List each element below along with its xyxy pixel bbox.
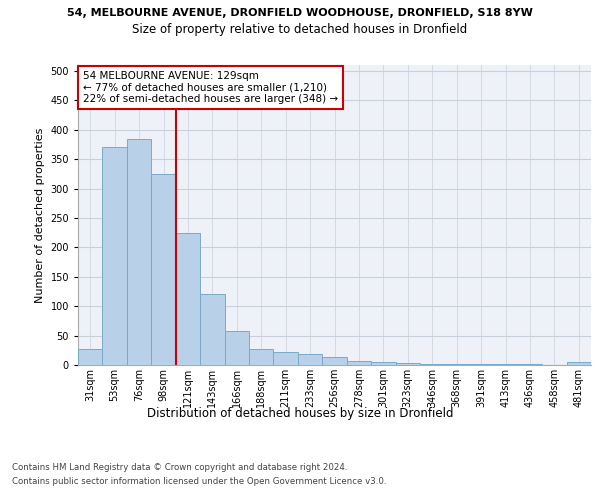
Bar	[566, 362, 591, 365]
Bar	[347, 361, 371, 365]
Bar	[127, 138, 151, 365]
Text: Size of property relative to detached houses in Dronfield: Size of property relative to detached ho…	[133, 22, 467, 36]
Y-axis label: Number of detached properties: Number of detached properties	[35, 128, 45, 302]
Text: 54, MELBOURNE AVENUE, DRONFIELD WOODHOUSE, DRONFIELD, S18 8YW: 54, MELBOURNE AVENUE, DRONFIELD WOODHOUS…	[67, 8, 533, 18]
Bar	[420, 364, 445, 365]
Text: Contains public sector information licensed under the Open Government Licence v3: Contains public sector information licen…	[12, 478, 386, 486]
Bar	[371, 362, 395, 365]
Bar	[395, 362, 420, 365]
Bar	[224, 331, 249, 365]
Bar	[445, 364, 469, 365]
Bar	[518, 364, 542, 365]
Text: Distribution of detached houses by size in Dronfield: Distribution of detached houses by size …	[147, 408, 453, 420]
Bar	[176, 232, 200, 365]
Text: Contains HM Land Registry data © Crown copyright and database right 2024.: Contains HM Land Registry data © Crown c…	[12, 462, 347, 471]
Bar	[151, 174, 176, 365]
Bar	[322, 357, 347, 365]
Bar	[200, 294, 224, 365]
Bar	[249, 348, 274, 365]
Bar	[103, 148, 127, 365]
Bar	[469, 364, 493, 365]
Bar	[298, 354, 322, 365]
Bar	[274, 352, 298, 365]
Bar	[493, 364, 518, 365]
Bar	[78, 348, 103, 365]
Text: 54 MELBOURNE AVENUE: 129sqm
← 77% of detached houses are smaller (1,210)
22% of : 54 MELBOURNE AVENUE: 129sqm ← 77% of det…	[83, 71, 338, 104]
